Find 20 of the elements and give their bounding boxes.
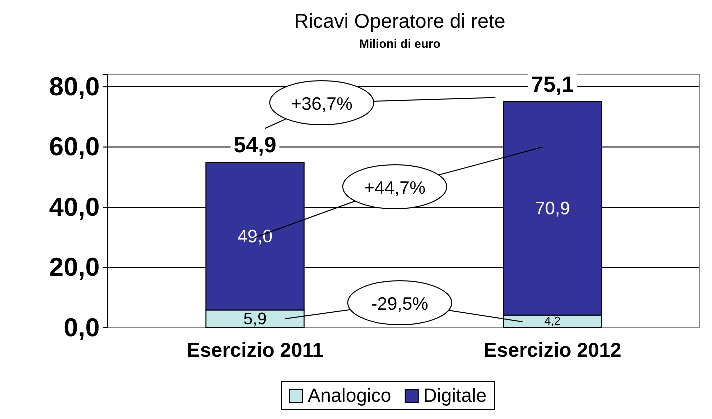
data-label: 70,9	[535, 198, 570, 219]
y-tick-label: 20,0	[49, 252, 100, 282]
y-tick-label: 60,0	[49, 132, 100, 162]
x-tick-label: Esercizio 2012	[484, 340, 622, 362]
annotation: +36,7%	[291, 94, 353, 114]
y-tick-label: 80,0	[49, 71, 100, 102]
data-label: 4,2	[544, 315, 561, 328]
data-label: 5,9	[244, 310, 267, 329]
legend-label: Digitale	[423, 386, 487, 407]
annotation: -29,5%	[371, 294, 429, 314]
x-tick-label: Esercizio 2011	[186, 340, 324, 362]
total-label: 54,9	[234, 132, 277, 158]
y-tick-label: 40,0	[49, 192, 100, 222]
annotation: +44,7%	[364, 178, 426, 198]
data-label: 49,0	[238, 226, 273, 246]
chart-title: Ricavi Operatore di rete	[294, 11, 506, 33]
legend-label: Analogico	[308, 386, 392, 407]
y-tick-label: 0,0	[64, 312, 100, 342]
chart-subtitle: Milioni di euro	[359, 37, 441, 51]
total-label: 75,1	[531, 72, 574, 97]
